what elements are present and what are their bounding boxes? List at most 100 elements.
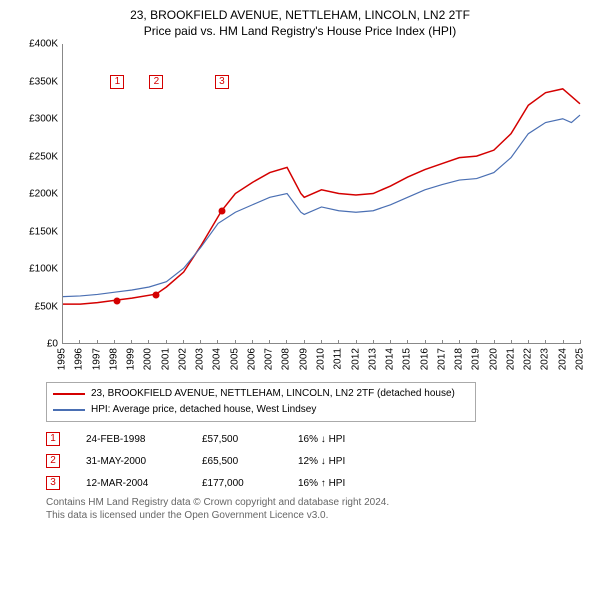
event-number-badge: 1 xyxy=(46,432,60,446)
x-tick-label: 1998 xyxy=(108,348,119,370)
x-tick-label: 2017 xyxy=(436,348,447,370)
event-delta: 16% ↑ HPI xyxy=(298,478,378,489)
x-tick-mark xyxy=(235,340,236,344)
x-tick-label: 2006 xyxy=(246,348,257,370)
chart-title-sub: Price paid vs. HM Land Registry's House … xyxy=(10,24,590,38)
x-tick-label: 2016 xyxy=(419,348,430,370)
x-tick-label: 2021 xyxy=(505,348,516,370)
series-line xyxy=(63,89,580,304)
x-tick-mark xyxy=(407,340,408,344)
legend-swatch xyxy=(53,393,85,395)
x-tick-mark xyxy=(286,340,287,344)
x-tick-mark xyxy=(114,340,115,344)
event-row: 2 31-MAY-2000 £65,500 12% ↓ HPI xyxy=(46,450,590,472)
chart-title-main: 23, BROOKFIELD AVENUE, NETTLEHAM, LINCOL… xyxy=(10,8,590,22)
chart-container: 23, BROOKFIELD AVENUE, NETTLEHAM, LINCOL… xyxy=(0,0,600,590)
x-tick-mark xyxy=(563,340,564,344)
x-tick-label: 2019 xyxy=(471,348,482,370)
x-tick-mark xyxy=(511,340,512,344)
x-tick-mark xyxy=(476,340,477,344)
x-tick-mark xyxy=(338,340,339,344)
event-price: £65,500 xyxy=(202,456,272,467)
x-tick-label: 2015 xyxy=(402,348,413,370)
x-tick-mark xyxy=(166,340,167,344)
x-tick-label: 2005 xyxy=(229,348,240,370)
x-tick-label: 2002 xyxy=(177,348,188,370)
x-tick-mark xyxy=(183,340,184,344)
x-tick-label: 2001 xyxy=(160,348,171,370)
x-tick-mark xyxy=(217,340,218,344)
x-tick-mark xyxy=(97,340,98,344)
y-axis: £0£50K£100K£150K£200K£250K£300K£350K£400… xyxy=(20,44,62,344)
chart-marker-label: 2 xyxy=(149,75,163,89)
chart-marker-dot xyxy=(114,297,121,304)
y-tick-label: £200K xyxy=(29,189,58,200)
x-tick-label: 2009 xyxy=(298,348,309,370)
x-tick-mark xyxy=(304,340,305,344)
x-tick-label: 2022 xyxy=(523,348,534,370)
plot-area: 1 2 3 xyxy=(62,44,580,344)
x-tick-mark xyxy=(425,340,426,344)
x-tick-label: 2012 xyxy=(350,348,361,370)
x-tick-label: 1995 xyxy=(57,348,68,370)
event-number-badge: 3 xyxy=(46,476,60,490)
x-axis: 1995199619971998199920002001200220032004… xyxy=(62,344,580,374)
legend-row: 23, BROOKFIELD AVENUE, NETTLEHAM, LINCOL… xyxy=(53,386,469,402)
event-date: 31-MAY-2000 xyxy=(86,456,176,467)
x-tick-label: 2024 xyxy=(557,348,568,370)
x-tick-label: 2013 xyxy=(367,348,378,370)
chart-lines-svg xyxy=(63,44,580,343)
y-tick-label: £50K xyxy=(35,301,58,312)
x-tick-label: 2018 xyxy=(454,348,465,370)
y-tick-label: £300K xyxy=(29,114,58,125)
event-date: 12-MAR-2004 xyxy=(86,478,176,489)
x-tick-mark xyxy=(580,340,581,344)
x-tick-label: 2000 xyxy=(143,348,154,370)
legend-label: 23, BROOKFIELD AVENUE, NETTLEHAM, LINCOL… xyxy=(91,386,455,402)
x-tick-mark xyxy=(252,340,253,344)
x-tick-mark xyxy=(528,340,529,344)
chart-marker-label: 1 xyxy=(110,75,124,89)
x-tick-label: 2004 xyxy=(212,348,223,370)
x-tick-label: 2008 xyxy=(281,348,292,370)
x-tick-mark xyxy=(494,340,495,344)
plot-wrap: £0£50K£100K£150K£200K£250K£300K£350K£400… xyxy=(20,44,580,374)
legend-swatch xyxy=(53,409,85,411)
y-tick-label: £150K xyxy=(29,226,58,237)
x-tick-mark xyxy=(62,340,63,344)
x-tick-label: 2025 xyxy=(575,348,586,370)
x-tick-label: 2010 xyxy=(316,348,327,370)
x-tick-mark xyxy=(269,340,270,344)
x-tick-mark xyxy=(459,340,460,344)
chart-title-block: 23, BROOKFIELD AVENUE, NETTLEHAM, LINCOL… xyxy=(10,8,590,38)
x-tick-mark xyxy=(545,340,546,344)
event-row: 124-FEB-1998£57,50016% ↓ HPI xyxy=(46,428,590,450)
x-tick-mark xyxy=(442,340,443,344)
x-tick-label: 1997 xyxy=(91,348,102,370)
x-tick-mark xyxy=(373,340,374,344)
event-delta: 12% ↓ HPI xyxy=(298,456,378,467)
x-tick-label: 2011 xyxy=(333,348,344,370)
x-tick-label: 2014 xyxy=(385,348,396,370)
chart-marker-label: 3 xyxy=(215,75,229,89)
chart-marker-dot xyxy=(218,208,225,215)
legend-label: HPI: Average price, detached house, West… xyxy=(91,402,316,418)
footer-line-2: This data is licensed under the Open Gov… xyxy=(46,509,590,522)
event-delta: 16% ↓ HPI xyxy=(298,434,378,445)
x-tick-mark xyxy=(390,340,391,344)
x-tick-mark xyxy=(148,340,149,344)
event-price: £177,000 xyxy=(202,478,272,489)
event-number-badge: 2 xyxy=(46,454,60,468)
legend-row: HPI: Average price, detached house, West… xyxy=(53,402,469,418)
x-tick-label: 2007 xyxy=(264,348,275,370)
x-tick-label: 2020 xyxy=(488,348,499,370)
legend-box: 23, BROOKFIELD AVENUE, NETTLEHAM, LINCOL… xyxy=(46,382,476,422)
x-tick-mark xyxy=(200,340,201,344)
y-tick-label: £350K xyxy=(29,76,58,87)
x-tick-mark xyxy=(321,340,322,344)
y-tick-label: £400K xyxy=(29,39,58,50)
y-tick-label: £100K xyxy=(29,264,58,275)
x-tick-mark xyxy=(79,340,80,344)
footer-note: Contains HM Land Registry data © Crown c… xyxy=(46,496,590,522)
footer-line-1: Contains HM Land Registry data © Crown c… xyxy=(46,496,590,509)
